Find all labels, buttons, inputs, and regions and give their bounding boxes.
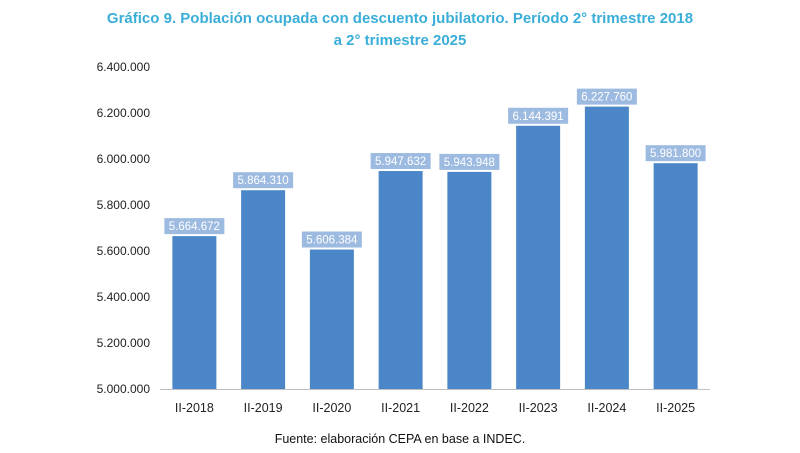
x-tick-label: II-2021	[381, 401, 420, 415]
y-tick-label: 5.800.000	[97, 198, 151, 212]
bar	[584, 106, 629, 389]
data-label: 6.144.391	[513, 111, 564, 123]
chart-title-line-2: a 2° trimestre 2025	[333, 32, 467, 49]
source-note: Fuente: elaboración CEPA en base a INDEC…	[274, 432, 526, 446]
x-tick-label: II-2022	[450, 401, 489, 415]
data-label: 5.864.310	[238, 175, 289, 187]
data-label: 5.664.672	[169, 221, 220, 233]
y-tick-label: 6.000.000	[97, 152, 151, 166]
y-tick-label: 5.400.000	[97, 290, 151, 304]
data-label: 5.943.948	[444, 157, 495, 169]
data-label-box	[370, 153, 431, 170]
bar	[653, 163, 698, 389]
chart-title-line-1: Gráfico 9. Población ocupada con descuen…	[106, 10, 694, 27]
bar	[516, 125, 561, 389]
y-tick-label: 6.200.000	[97, 106, 151, 120]
bar	[447, 171, 492, 389]
bar	[241, 190, 286, 389]
bar	[378, 171, 423, 389]
data-label-box	[645, 145, 706, 162]
data-label-box	[301, 231, 362, 248]
data-label-box	[508, 107, 569, 124]
data-label-box	[233, 172, 294, 189]
x-tick-label: II-2023	[519, 401, 558, 415]
x-tick-label: II-2019	[244, 401, 283, 415]
y-tick-label: 5.600.000	[97, 244, 151, 258]
data-label: 5.606.384	[306, 235, 358, 247]
x-tick-label: II-2020	[312, 401, 351, 415]
x-tick-label: II-2024	[587, 401, 626, 415]
y-tick-label: 5.200.000	[97, 336, 151, 350]
chart-title: Gráfico 9. Población ocupada con descuen…	[0, 8, 800, 52]
data-label-box	[439, 153, 500, 170]
data-label: 5.981.800	[650, 148, 701, 160]
bar	[309, 249, 354, 389]
data-label-box	[576, 88, 637, 105]
data-label-box	[164, 218, 225, 235]
y-tick-label: 5.000.000	[97, 382, 151, 396]
data-label: 5.947.632	[375, 156, 426, 168]
y-tick-label: 6.400.000	[97, 60, 151, 74]
data-label: 6.227.760	[581, 92, 632, 104]
x-tick-label: II-2018	[175, 401, 214, 415]
bar	[172, 236, 217, 389]
x-tick-label: II-2025	[656, 401, 695, 415]
